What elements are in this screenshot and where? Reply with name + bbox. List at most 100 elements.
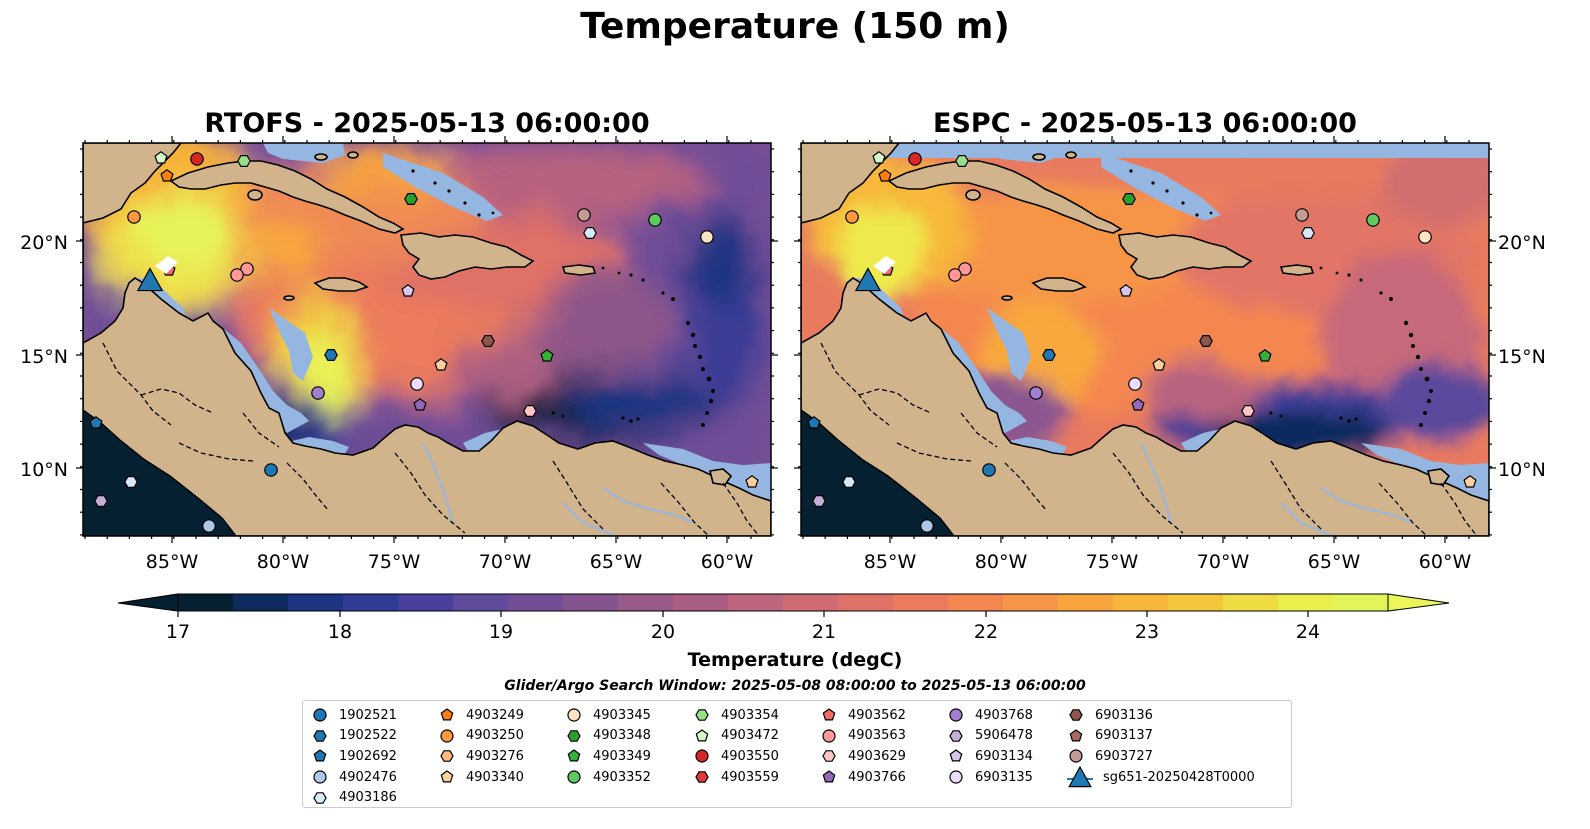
circle-marker-icon [567,708,581,722]
glider-marker [136,267,164,292]
circle-marker-icon [822,729,836,743]
legend-label: 4903345 [593,707,651,723]
float-marker [872,151,886,164]
lat-tick-labels-left: 20°N 15°N 10°N [20,232,68,481]
float-marker [700,230,714,244]
colorbar-segment [233,594,289,611]
float-markers-espc [807,151,1477,533]
legend-label: 5906478 [975,728,1033,744]
legend-column: 4903345 4903348 4903349 4903352 [565,705,651,787]
legend-item: 4903562 [820,705,906,726]
lon-tick-labels-right: 85°W 80°W 75°W 70°W 65°W 60°W [864,551,1472,573]
float-marker [982,463,996,477]
float-marker [1119,284,1133,297]
float-marker [404,193,418,205]
hexagon-marker-icon [440,750,454,763]
float-marker [1463,475,1477,488]
legend-label: 6903134 [975,748,1033,764]
colorbar-segment [1168,594,1224,611]
colorbar-min-extension [117,593,179,612]
legend-column: 4903354 4903472 4903550 4903559 [693,705,779,787]
colorbar-segment [1003,594,1059,611]
panel-title-espc: ESPC - 2025-05-13 06:00:00 [933,108,1357,139]
lat-tick-label: 15°N [1498,346,1546,368]
legend-item: 4903250 [438,726,524,747]
triangle-marker-icon [1067,766,1093,788]
float-marker [1122,193,1136,205]
circle-marker-icon [567,770,581,784]
float-marker [237,155,251,167]
float-marker [124,476,138,488]
float-marker [1418,230,1432,244]
colorbar-label: Temperature (degC) [687,649,903,671]
circle-marker-icon [949,770,963,784]
legend-item: 6903727 [1067,746,1255,767]
legend-item: 4903563 [820,726,906,747]
legend-label: 4903250 [466,728,524,744]
legend-label: 1902521 [339,707,397,723]
float-marker [648,213,662,227]
legend-item: 4902476 [311,767,397,788]
colorbar-segment [453,594,509,611]
lon-tick-label: 80°W [975,551,1028,573]
circle-marker-icon [1069,749,1083,764]
legend-label: 4903340 [466,769,524,785]
colorbar-max-extension [1387,593,1450,612]
colorbar-tick-label: 22 [974,621,998,643]
colorbar-segment [728,594,784,611]
colorbar-segment [618,594,674,611]
float-marker [190,152,204,166]
lat-tick-label: 20°N [20,232,68,254]
float-marker [1301,227,1315,239]
pentagon-marker-icon [567,749,581,762]
lon-tick-label: 60°W [1419,551,1472,573]
legend-item: 4903349 [565,746,651,767]
legend-item: 4903766 [820,767,906,788]
float-marker [324,349,338,361]
float-marker [878,169,892,182]
hexagon-marker-icon [695,709,709,722]
float-marker [1295,208,1309,222]
pentagon-marker-icon [822,708,836,721]
float-marker [955,155,969,167]
float-marker [958,262,972,276]
legend-label: 6903136 [1095,707,1153,723]
float-marker [160,169,174,182]
legend-item: 6903134 [947,746,1033,767]
legend-column: 4903768 5906478 6903134 6903135 [947,705,1033,787]
legend-label: 4903186 [339,790,397,806]
legend-label: 6903135 [975,769,1033,785]
legend-label: 4903559 [721,769,779,785]
float-marker [845,210,859,224]
float-marker [540,349,554,362]
float-marker [401,284,415,297]
legend-item: 4903340 [438,767,524,788]
pentagon-marker-icon [440,770,454,783]
float-marker [264,463,278,477]
colorbar-segment [893,594,949,611]
colorbar-segment [673,594,729,611]
float-marker [434,358,448,371]
legend-item: 4903354 [693,705,779,726]
lon-tick-label: 85°W [146,551,199,573]
float-marker [481,335,495,347]
float-marker [230,268,244,282]
float-marker [1042,349,1056,361]
legend-label: 4903352 [593,769,651,785]
legend-column: 1902521 1902522 1902692 4902476 4903186 [311,705,397,808]
float-marker [1029,386,1043,400]
legend-label: 4903768 [975,707,1033,723]
legend-label: 6903137 [1095,728,1153,744]
legend-item: 4903348 [565,726,651,747]
float-marker [807,416,821,429]
lat-tick-label: 10°N [1498,459,1546,481]
circle-marker-icon [313,770,327,784]
legend-item: 4903345 [565,705,651,726]
float-marker [745,475,759,488]
colorbar-tick-label: 17 [166,621,190,643]
lon-tick-labels-left: 85°W 80°W 75°W 70°W 65°W 60°W [146,551,754,573]
lon-tick-label: 70°W [1197,551,1250,573]
legend-label: 1902692 [339,748,397,764]
legend-label: 4903349 [593,748,651,764]
